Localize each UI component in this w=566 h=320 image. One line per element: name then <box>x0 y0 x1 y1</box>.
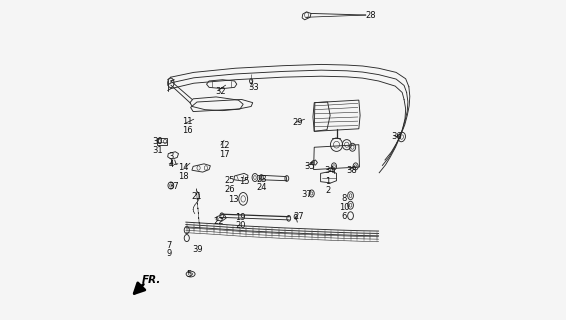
Text: 38: 38 <box>346 166 357 175</box>
Text: 23: 23 <box>256 175 267 184</box>
Text: 33: 33 <box>248 83 259 92</box>
Text: 25: 25 <box>225 176 235 185</box>
Text: 16: 16 <box>182 126 193 135</box>
Text: FR.: FR. <box>142 275 161 285</box>
Text: 12: 12 <box>219 141 229 150</box>
Text: 28: 28 <box>365 11 376 20</box>
Text: 14: 14 <box>178 164 189 172</box>
Text: 30: 30 <box>153 137 164 146</box>
Text: 21: 21 <box>191 192 201 201</box>
Text: 29: 29 <box>292 118 303 127</box>
Text: 13: 13 <box>228 195 239 204</box>
Text: 24: 24 <box>256 183 267 192</box>
Text: 3: 3 <box>168 152 174 161</box>
Text: 35: 35 <box>304 162 315 171</box>
Text: 22: 22 <box>213 217 224 226</box>
Text: 20: 20 <box>235 221 246 230</box>
Text: 26: 26 <box>225 185 235 194</box>
Bar <box>157 138 168 145</box>
Text: 39: 39 <box>192 245 203 254</box>
Text: 31: 31 <box>153 146 164 155</box>
Text: 6: 6 <box>342 212 347 221</box>
Text: 32: 32 <box>216 87 226 96</box>
Text: 5: 5 <box>186 269 192 279</box>
Text: 8: 8 <box>342 194 347 204</box>
Text: 4: 4 <box>168 160 173 169</box>
Text: 1: 1 <box>325 177 330 186</box>
Text: 9: 9 <box>166 250 171 259</box>
Text: 36: 36 <box>391 132 402 140</box>
Text: 11: 11 <box>182 117 192 126</box>
Text: 34: 34 <box>324 166 335 175</box>
Text: 18: 18 <box>178 172 189 181</box>
Text: 2: 2 <box>325 186 330 195</box>
Text: 17: 17 <box>218 150 229 159</box>
Text: 37: 37 <box>169 182 179 191</box>
Text: 7: 7 <box>166 241 171 250</box>
Text: 27: 27 <box>293 212 303 221</box>
Text: 15: 15 <box>239 177 250 186</box>
Text: 37: 37 <box>302 190 312 199</box>
Text: 10: 10 <box>339 203 350 212</box>
Text: 19: 19 <box>235 213 246 222</box>
